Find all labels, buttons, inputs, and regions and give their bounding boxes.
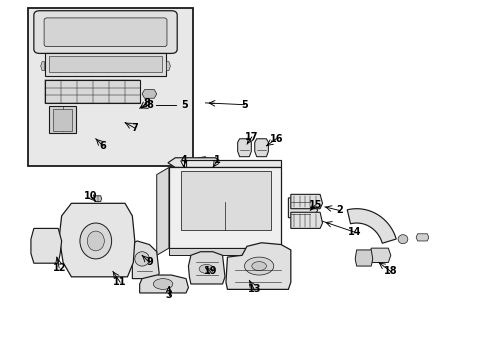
Polygon shape <box>53 109 72 131</box>
Polygon shape <box>94 196 102 202</box>
Text: 8: 8 <box>146 100 153 110</box>
Ellipse shape <box>80 223 111 259</box>
Polygon shape <box>157 167 168 255</box>
Ellipse shape <box>135 252 149 266</box>
Text: 1: 1 <box>214 155 221 165</box>
Polygon shape <box>41 62 44 71</box>
Text: 16: 16 <box>269 134 283 144</box>
Text: 17: 17 <box>244 132 258 142</box>
Text: 18: 18 <box>383 266 397 276</box>
Polygon shape <box>225 243 290 289</box>
Ellipse shape <box>251 262 266 271</box>
Text: 9: 9 <box>146 257 152 267</box>
Text: 12: 12 <box>52 263 66 273</box>
Text: 5: 5 <box>241 100 247 110</box>
Polygon shape <box>31 228 61 263</box>
Polygon shape <box>44 80 140 103</box>
Polygon shape <box>354 250 372 266</box>
Polygon shape <box>181 171 271 230</box>
Text: 4: 4 <box>180 155 186 165</box>
Ellipse shape <box>199 265 213 273</box>
Polygon shape <box>167 158 222 167</box>
Text: 15: 15 <box>308 200 321 210</box>
Polygon shape <box>59 203 135 277</box>
FancyBboxPatch shape <box>44 18 166 46</box>
Polygon shape <box>44 53 166 76</box>
Polygon shape <box>415 234 428 241</box>
Polygon shape <box>173 157 205 167</box>
Text: 10: 10 <box>84 191 98 201</box>
Polygon shape <box>142 90 157 98</box>
Polygon shape <box>49 56 161 72</box>
Polygon shape <box>346 209 395 243</box>
FancyBboxPatch shape <box>34 11 177 53</box>
Polygon shape <box>185 160 281 167</box>
Polygon shape <box>237 139 251 157</box>
Polygon shape <box>188 252 224 284</box>
Bar <box>27 8 193 166</box>
Text: 5: 5 <box>181 100 187 110</box>
Polygon shape <box>140 275 188 293</box>
Polygon shape <box>168 248 281 255</box>
Polygon shape <box>49 107 76 134</box>
Polygon shape <box>288 198 317 218</box>
Ellipse shape <box>87 231 104 251</box>
Text: 3: 3 <box>165 290 172 300</box>
Polygon shape <box>254 139 268 157</box>
Polygon shape <box>368 248 390 262</box>
Polygon shape <box>290 212 322 228</box>
Polygon shape <box>168 167 281 248</box>
Polygon shape <box>166 62 170 71</box>
Polygon shape <box>129 241 159 279</box>
Text: 6: 6 <box>100 141 106 151</box>
Text: 7: 7 <box>131 123 138 133</box>
Ellipse shape <box>244 257 273 275</box>
Text: 2: 2 <box>336 206 342 216</box>
Polygon shape <box>290 194 322 209</box>
Ellipse shape <box>397 235 407 244</box>
Text: 13: 13 <box>247 284 261 294</box>
Text: 11: 11 <box>113 277 127 287</box>
Text: 14: 14 <box>347 227 360 237</box>
Text: 19: 19 <box>203 266 217 276</box>
Ellipse shape <box>153 279 172 289</box>
Text: 8: 8 <box>143 98 150 108</box>
